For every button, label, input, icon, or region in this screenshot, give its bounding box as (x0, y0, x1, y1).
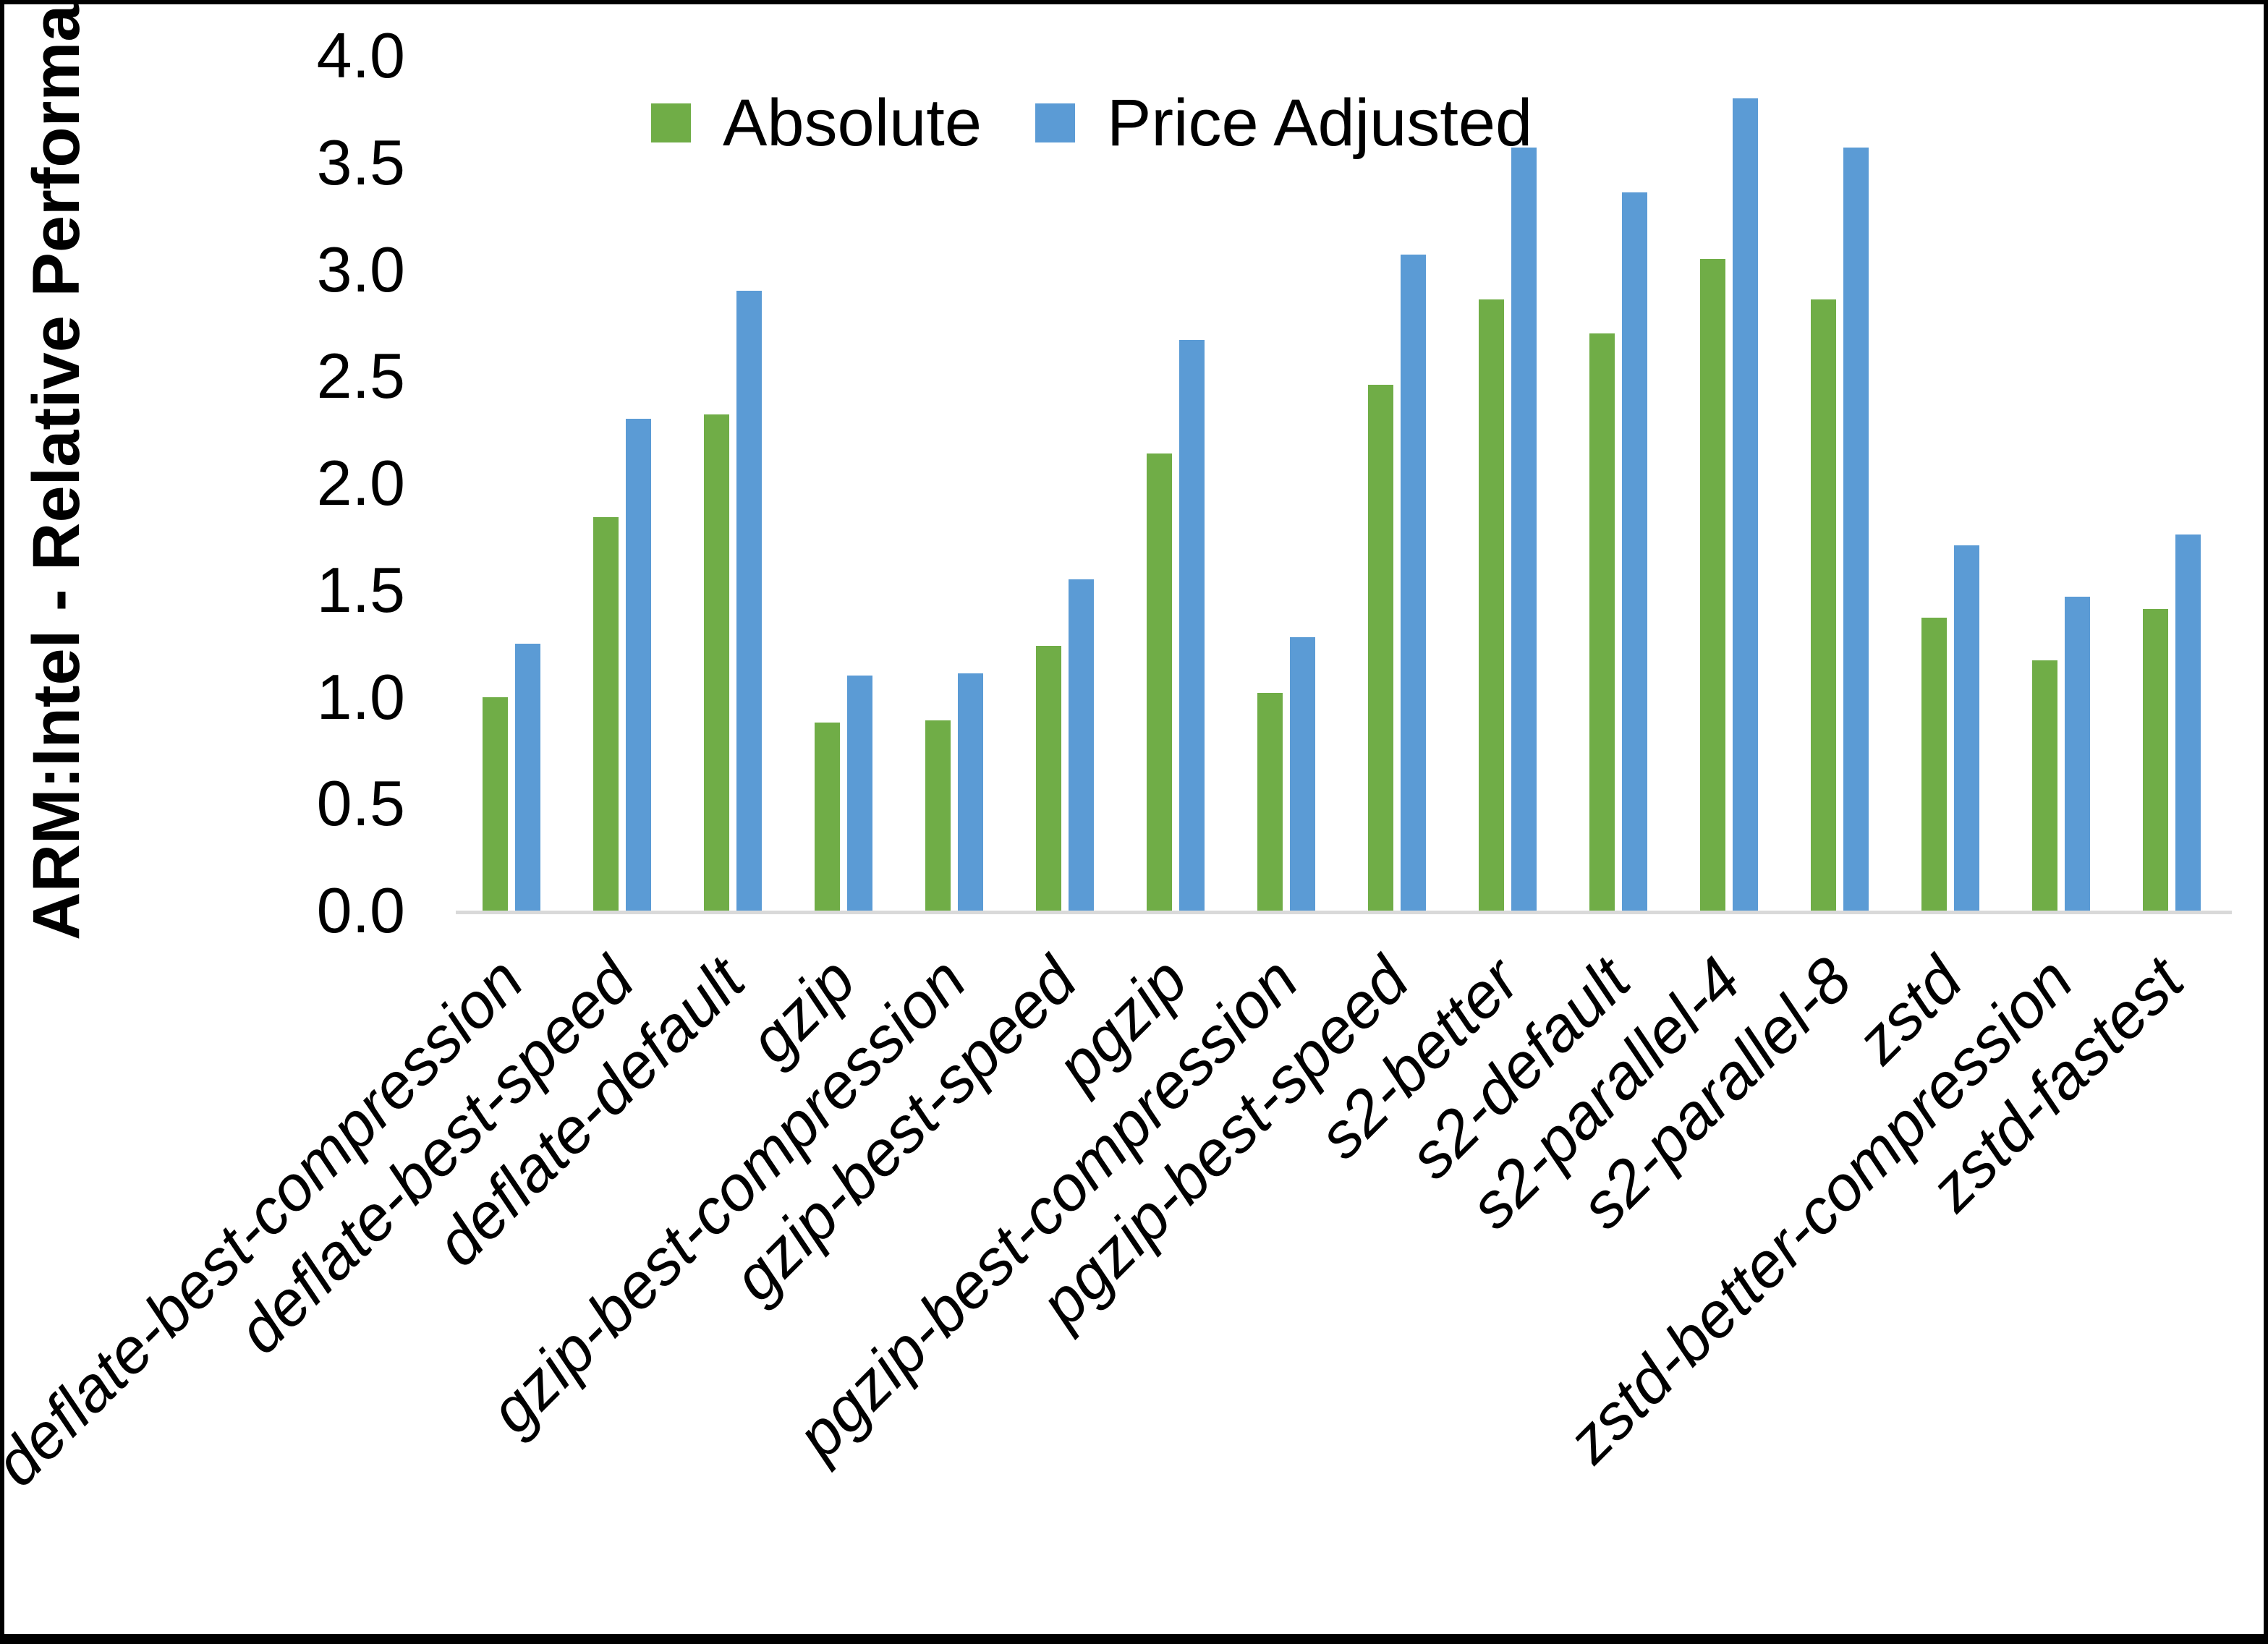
y-tick-label-2.0: 2.0 (316, 447, 405, 519)
bar-absolute-s2-better (1478, 299, 1504, 911)
bar-price-adjusted-pgzip (1178, 340, 1205, 911)
bar-price-adjusted-zstd-better-compression (2064, 596, 2090, 911)
bar-absolute-s2-parallel-8 (1810, 299, 1836, 911)
bar-absolute-gzip-best-compression (925, 720, 951, 911)
bar-absolute-zstd-fastest (2142, 609, 2168, 911)
bar-price-adjusted-deflate-default (736, 291, 762, 911)
legend-label-price-adjusted: Price Adjusted (1107, 86, 1533, 160)
price-adjusted-series-swatch-icon (1035, 103, 1076, 142)
y-tick-label-0.0: 0.0 (316, 874, 405, 946)
bar-price-adjusted-pgzip-best-compression (1289, 636, 1315, 911)
bar-price-adjusted-gzip-best-compression (957, 673, 983, 911)
bar-absolute-deflate-best-compression (482, 697, 508, 911)
bar-absolute-pgzip (1146, 453, 1172, 911)
bar-absolute-deflate-default (703, 414, 729, 911)
bar-price-adjusted-s2-parallel-8 (1843, 148, 1869, 911)
y-tick-label-3.5: 3.5 (316, 126, 405, 198)
bar-absolute-zstd-better-compression (2031, 660, 2057, 911)
y-tick-label-0.5: 0.5 (316, 767, 405, 840)
x-axis-line (456, 911, 2232, 914)
bar-price-adjusted-deflate-best-speed (625, 419, 651, 911)
y-tick-label-3.0: 3.0 (316, 233, 405, 305)
legend-label-absolute: Absolute (723, 86, 982, 160)
bar-absolute-zstd (1921, 618, 1947, 911)
bar-price-adjusted-s2-better (1511, 148, 1537, 911)
bar-price-adjusted-zstd (1953, 545, 1979, 911)
y-tick-label-2.5: 2.5 (316, 340, 405, 412)
bar-absolute-gzip (814, 722, 840, 911)
bar-absolute-s2-default (1589, 333, 1615, 911)
absolute-series-swatch-icon (651, 103, 691, 142)
y-tick-label-1.5: 1.5 (316, 553, 405, 626)
bar-price-adjusted-zstd-fastest (2175, 534, 2201, 911)
legend-item-absolute: Absolute (651, 87, 982, 159)
bar-price-adjusted-gzip (846, 675, 872, 911)
bar-absolute-deflate-best-speed (593, 517, 619, 911)
bar-absolute-pgzip-best-speed (1367, 385, 1393, 911)
bar-price-adjusted-pgzip-best-speed (1400, 254, 1426, 911)
bar-price-adjusted-deflate-best-compression (514, 643, 540, 911)
bar-price-adjusted-gzip-best-speed (1068, 579, 1094, 911)
legend: Absolute Price Adjusted (651, 87, 1532, 159)
bar-price-adjusted-s2-parallel-4 (1732, 98, 1758, 911)
y-tick-label-4.0: 4.0 (316, 20, 405, 91)
y-axis-title: ARM:Intel - Relative Performance (20, 0, 93, 940)
bar-absolute-pgzip-best-compression (1257, 692, 1283, 911)
bar-absolute-gzip-best-speed (1035, 645, 1061, 911)
bar-absolute-s2-parallel-4 (1699, 258, 1725, 911)
bar-price-adjusted-s2-default (1621, 192, 1647, 911)
legend-item-price-adjusted: Price Adjusted (1035, 87, 1532, 159)
y-tick-label-1.0: 1.0 (316, 660, 405, 733)
